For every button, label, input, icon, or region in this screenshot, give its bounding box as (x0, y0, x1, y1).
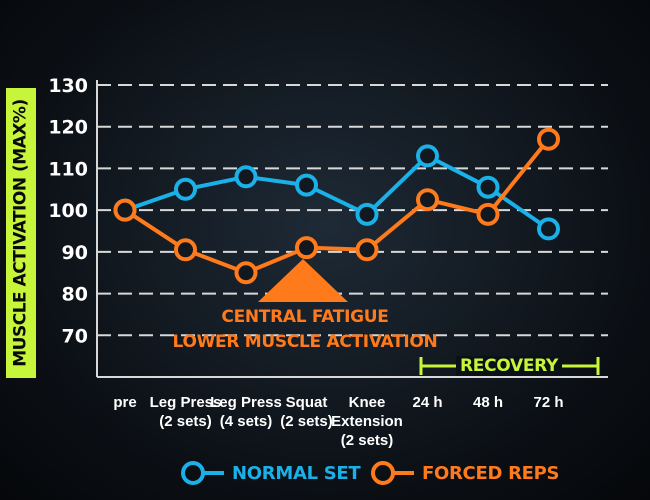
legend-label-forced: FORCED REPS (422, 462, 560, 484)
x-tick-label: 48 h (473, 394, 503, 411)
x-tick-label: 24 h (412, 394, 442, 411)
data-point-normal (416, 144, 439, 168)
y-tick-label: 100 (48, 200, 88, 222)
x-tick-label: 72 h (533, 394, 563, 411)
legend-label-normal: NORMAL SET (232, 462, 361, 484)
annotation-line-2: LOWER MUSCLE ACTIVATION (172, 332, 438, 352)
data-point-normal (295, 173, 318, 197)
legend-item-forced: FORCED REPS (370, 457, 559, 489)
data-point-forced (113, 198, 137, 222)
data-point-forced (295, 236, 318, 260)
legend: NORMAL SET FORCED REPS (0, 457, 650, 489)
y-axis-label: MUSCLE ACTIVATION (MAX%) (11, 99, 32, 367)
x-tick-label: Knee Extension (2 sets) (331, 394, 403, 449)
legend-item-normal: NORMAL SET (180, 457, 361, 489)
data-point-normal (234, 165, 258, 189)
annotation-triangle (258, 259, 348, 302)
y-tick-label: 70 (62, 325, 88, 347)
legend-marker-normal-icon (181, 461, 224, 485)
data-point-forced (476, 202, 500, 226)
x-tick-label: Leg Press (2 sets) (150, 394, 222, 430)
data-point-forced (234, 261, 258, 285)
recovery-label: RECOVERY (455, 356, 562, 376)
data-point-forced (416, 188, 439, 212)
x-tick-label: Squat (2 sets) (280, 394, 333, 430)
x-tick-label: pre (113, 394, 136, 411)
y-tick-label: 90 (62, 242, 88, 264)
data-point-normal (476, 175, 500, 199)
recovery-bracket: RECOVERY (418, 353, 600, 379)
y-tick-label: 120 (48, 117, 88, 139)
data-point-forced (174, 238, 197, 262)
y-tick-label: 110 (48, 158, 88, 180)
fatigue-annotation: CENTRAL FATIGUE LOWER MUSCLE ACTIVATION (160, 305, 450, 355)
y-tick-label: 80 (62, 284, 88, 306)
y-axis-label-box: MUSCLE ACTIVATION (MAX%) (6, 88, 36, 378)
legend-marker-forced-icon (371, 461, 414, 485)
data-point-forced (537, 127, 560, 151)
y-tick-label: 130 (48, 75, 88, 97)
data-point-normal (355, 202, 379, 226)
data-point-normal (537, 217, 560, 241)
data-point-normal (174, 177, 197, 201)
data-point-forced (355, 238, 379, 262)
annotation-line-1: CENTRAL FATIGUE (221, 307, 389, 327)
x-tick-label: Leg Press (4 sets) (210, 394, 282, 430)
